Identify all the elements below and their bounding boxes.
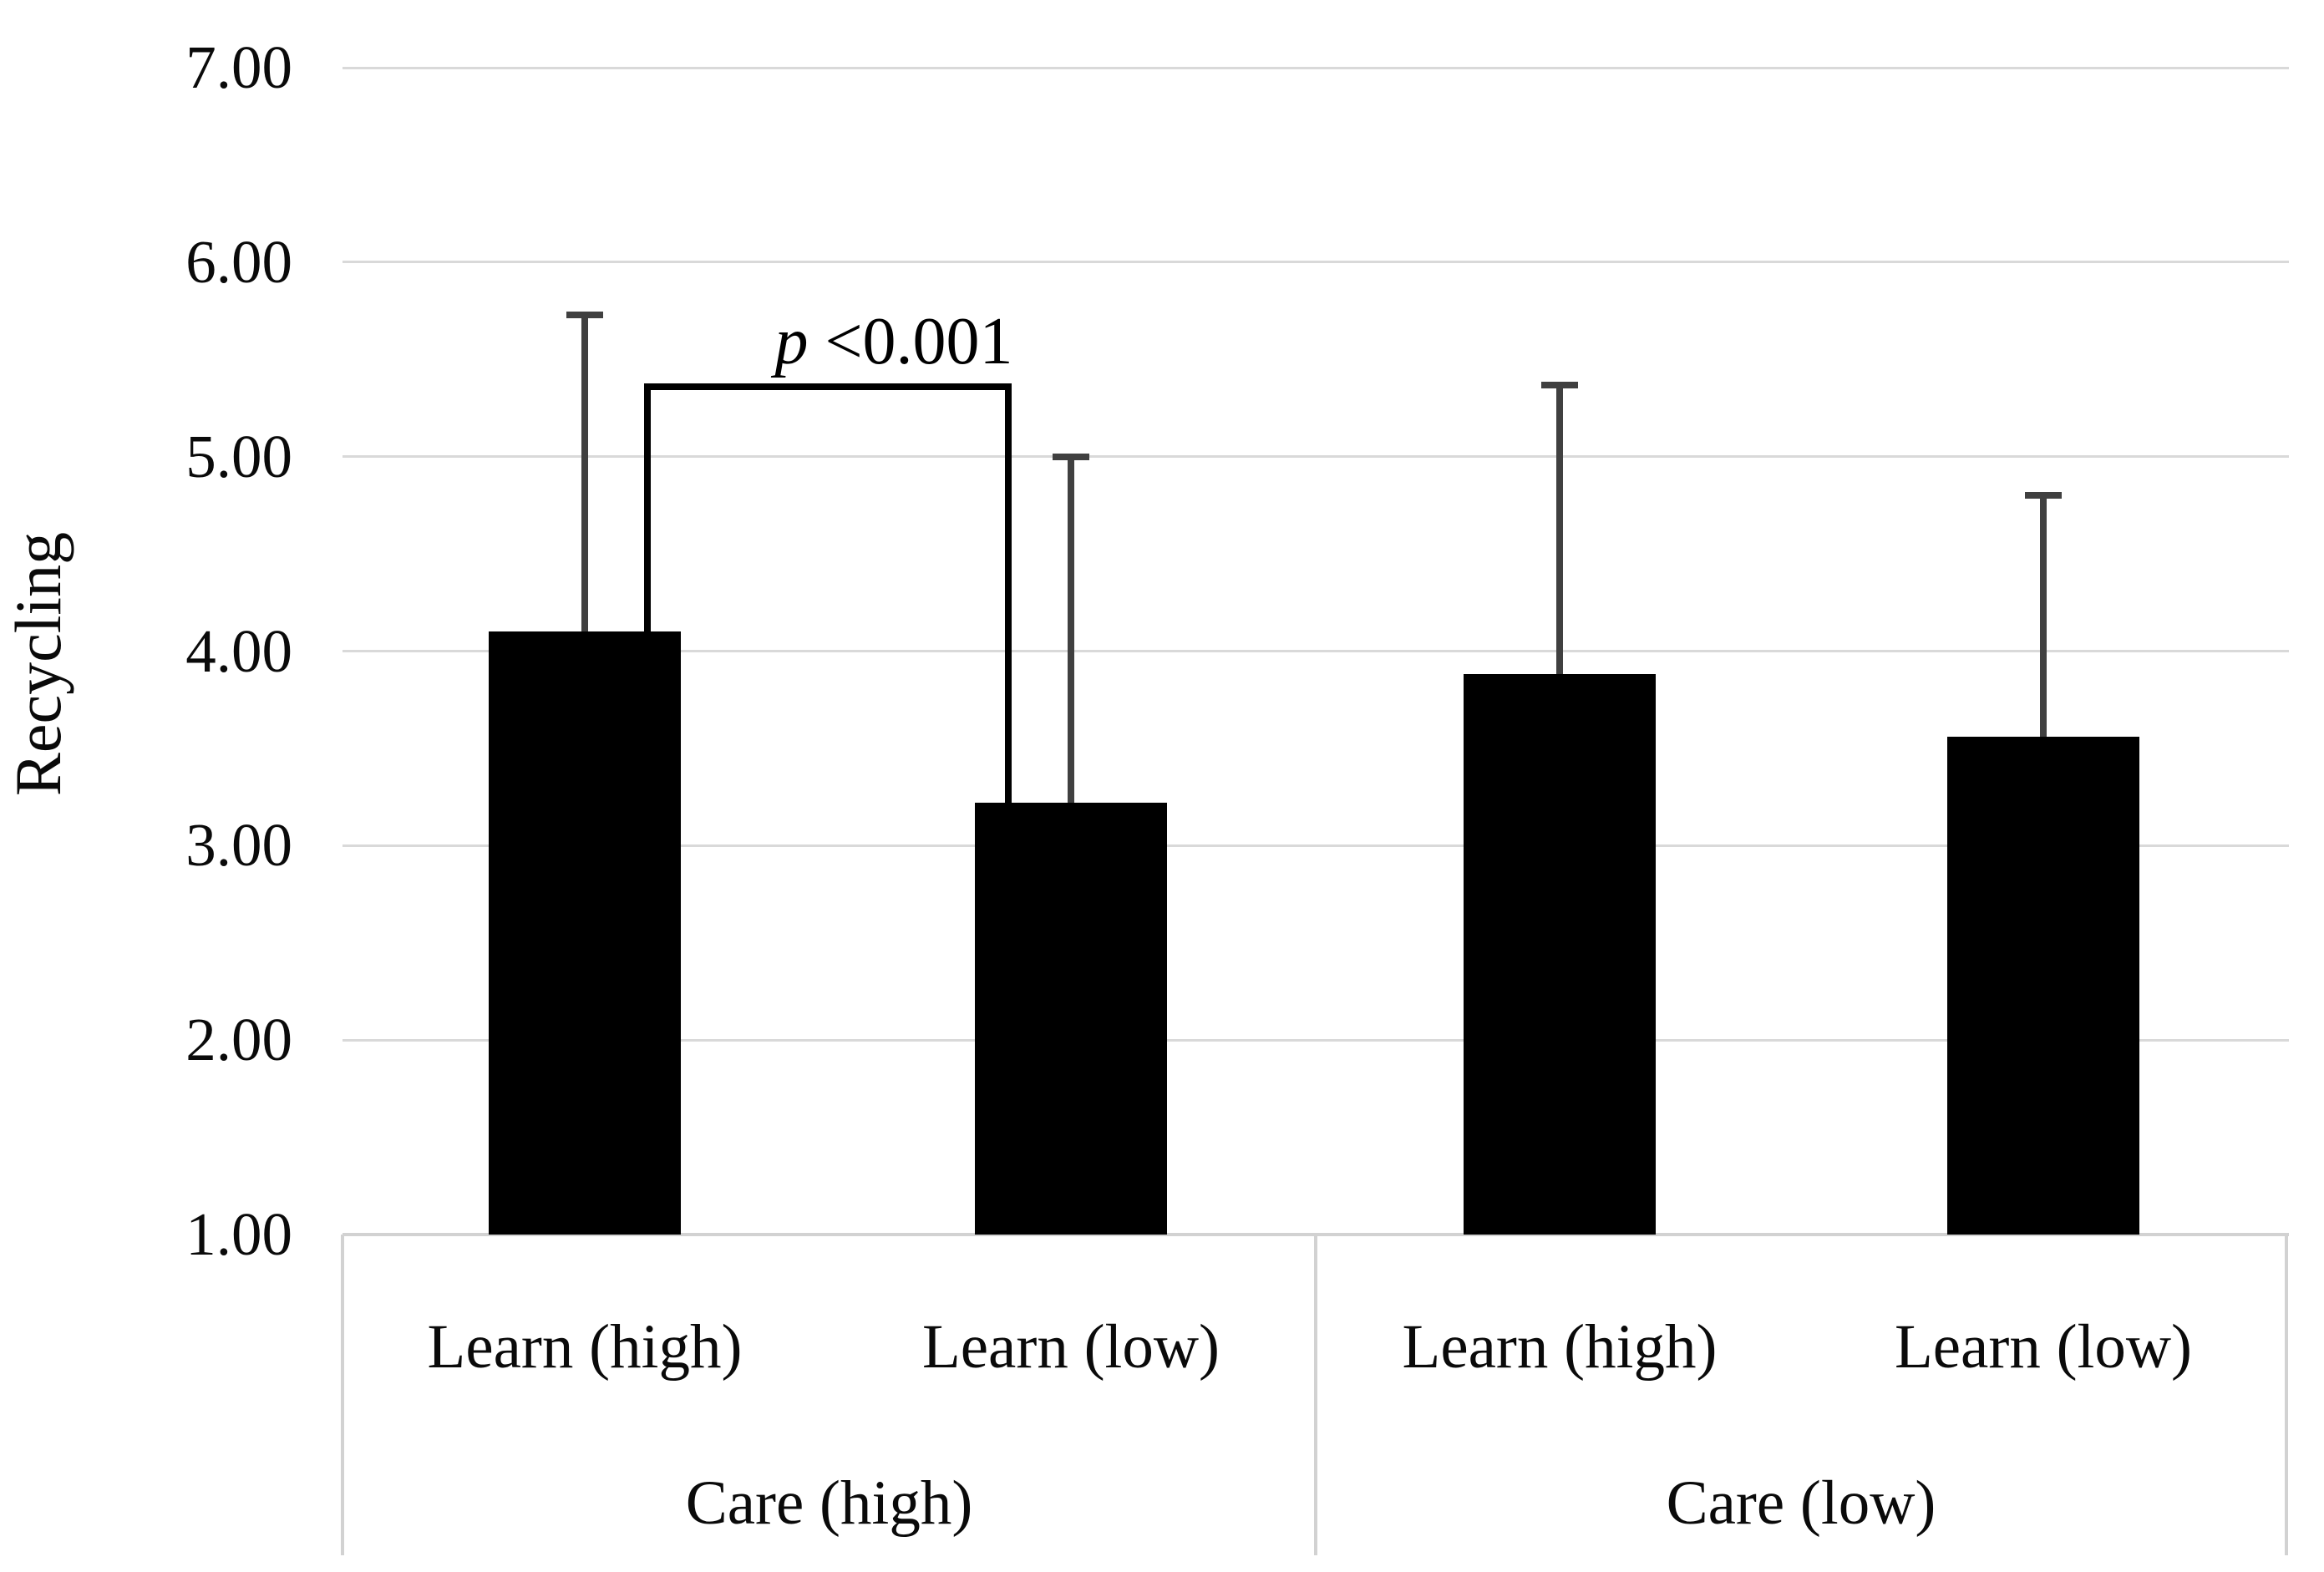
y-tick-label: 7.00 xyxy=(185,33,292,101)
category-label-learn: Learn (high) xyxy=(427,1312,743,1382)
bar xyxy=(489,631,681,1235)
gridline xyxy=(343,66,2289,69)
y-tick-label: 5.00 xyxy=(185,422,292,490)
y-tick-label: 3.00 xyxy=(185,811,292,880)
group-label-care: Care (high) xyxy=(685,1468,973,1538)
gridline xyxy=(343,455,2289,459)
table-border xyxy=(2285,1235,2288,1555)
y-tick-label: 1.00 xyxy=(185,1200,292,1268)
y-tick-label: 4.00 xyxy=(185,616,292,685)
error-bar-cap xyxy=(1053,453,1089,460)
table-border xyxy=(1314,1235,1317,1555)
gridline xyxy=(343,844,2289,847)
significance-label-value: <0.001 xyxy=(808,305,1013,378)
error-bar-cap xyxy=(1541,381,1578,388)
category-label-learn: Learn (high) xyxy=(1402,1312,1718,1382)
significance-label: p <0.001 xyxy=(560,306,1228,378)
significance-bracket-right xyxy=(1005,383,1012,804)
bar xyxy=(975,803,1167,1235)
error-bar-whisker xyxy=(1068,456,1074,804)
category-label-learn: Learn (low) xyxy=(1894,1312,2193,1382)
bar xyxy=(1947,736,2139,1235)
significance-bracket-left xyxy=(644,383,651,632)
gridline xyxy=(343,1038,2289,1042)
significance-label-p: p xyxy=(774,305,809,378)
error-bar-whisker xyxy=(581,314,588,632)
group-label-care: Care (low) xyxy=(1666,1468,1936,1538)
gridline xyxy=(343,261,2289,264)
error-bar-whisker xyxy=(2040,495,2047,737)
category-label-learn: Learn (low) xyxy=(921,1312,1220,1382)
error-bar-cap xyxy=(2025,492,2062,499)
y-tick-label: 2.00 xyxy=(185,1006,292,1074)
y-tick-label: 6.00 xyxy=(185,227,292,296)
error-bar-whisker xyxy=(1556,384,1563,675)
bar xyxy=(1464,674,1656,1235)
error-bar-cap xyxy=(566,311,603,318)
significance-bracket-top xyxy=(644,383,1012,390)
table-border xyxy=(341,1235,344,1555)
gridline xyxy=(343,650,2289,652)
